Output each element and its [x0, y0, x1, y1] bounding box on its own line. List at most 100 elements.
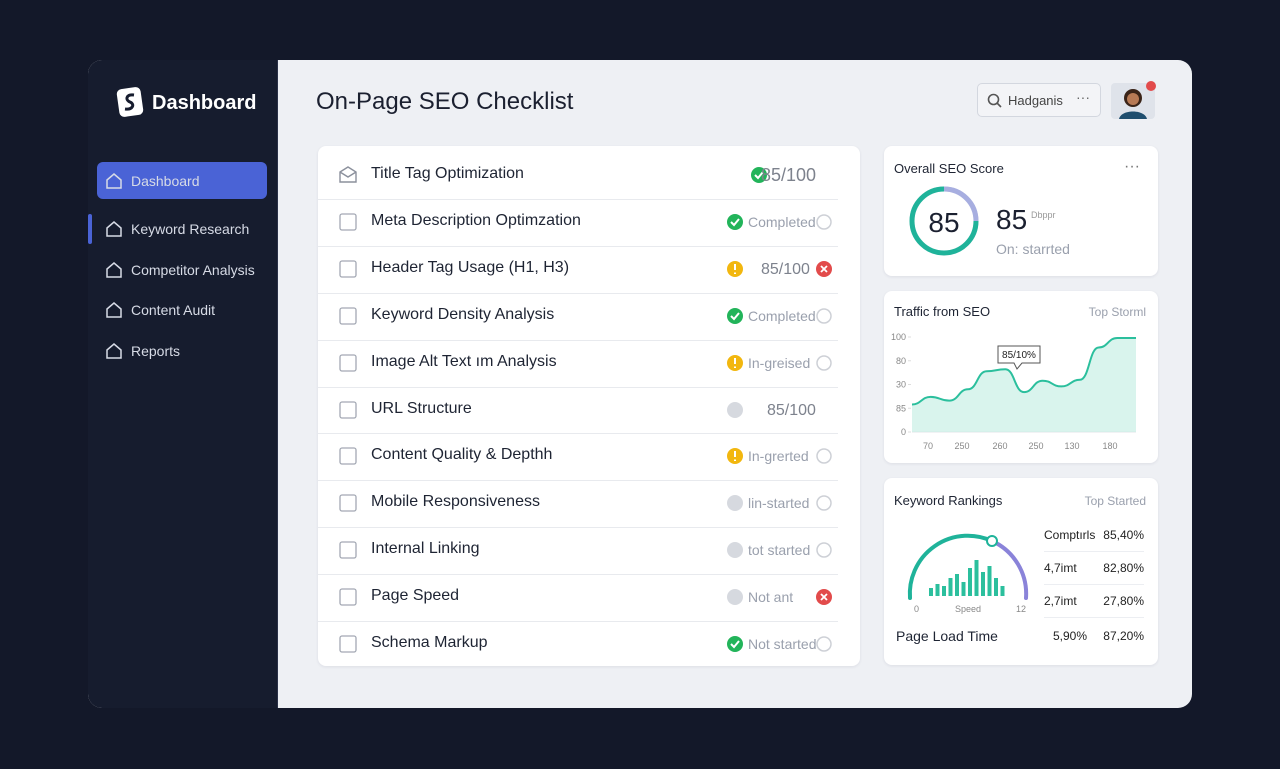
- status-dot: [727, 307, 743, 324]
- checkbox-box: [339, 588, 357, 606]
- row-checkbox[interactable]: [338, 446, 358, 466]
- row-checkbox[interactable]: [338, 400, 358, 420]
- gauge-bar: [987, 566, 992, 596]
- metric-value: 85,40%: [1103, 528, 1144, 542]
- metric-divider: [1044, 617, 1144, 618]
- card-note: Top Started: [1084, 494, 1146, 508]
- row-checkbox[interactable]: [338, 259, 358, 279]
- status-check: [730, 218, 740, 227]
- status-icon-done: [727, 636, 743, 652]
- row-divider: [318, 339, 838, 341]
- empty-dot: [816, 495, 832, 512]
- footer-value: 87,20%: [1103, 629, 1144, 643]
- status-dot: [727, 401, 743, 418]
- traffic-card: Traffic from SEO Top Storml 100 80 30 85 0 70…: [884, 291, 1158, 463]
- gauge-bar: [994, 578, 998, 596]
- nav-label: Dashboard: [131, 173, 200, 189]
- row-label: Header Tag Usage (H1, H3): [371, 258, 570, 276]
- gauge-bar: [961, 582, 966, 596]
- row-status: 85/100: [761, 260, 810, 278]
- row-status: Not ant: [748, 589, 794, 606]
- score-tag: Dbppr: [1031, 210, 1056, 220]
- x-tick-label: 180: [1102, 441, 1117, 451]
- status-icon-idle: [727, 495, 743, 512]
- gauge-bar: [929, 588, 933, 596]
- row-divider: [318, 292, 838, 294]
- nav-label: Competitor Analysis: [131, 262, 255, 278]
- status-dot: [751, 167, 767, 183]
- row-action-empty[interactable]: [815, 541, 833, 559]
- row-status: tot started: [748, 542, 811, 559]
- row-divider: [318, 245, 838, 247]
- row-checkbox[interactable]: [338, 540, 358, 560]
- avatar[interactable]: [1111, 81, 1159, 121]
- checkbox-box: [339, 635, 357, 653]
- row-action-empty[interactable]: [815, 447, 833, 465]
- row-checkbox[interactable]: [338, 634, 358, 654]
- nav-item[interactable]: Dashboard: [97, 162, 267, 199]
- status-dot: [727, 213, 743, 230]
- row-checkbox[interactable]: [338, 212, 358, 232]
- card-title: Traffic from SEO: [894, 304, 991, 319]
- row-action-empty[interactable]: [815, 307, 833, 325]
- row-action-empty[interactable]: [815, 635, 833, 653]
- brand: Dashboard: [152, 92, 257, 114]
- gauge-bar: [948, 578, 953, 596]
- row-divider: [318, 198, 838, 200]
- nav-item[interactable]: Competitor Analysis: [97, 251, 267, 288]
- row-checkbox[interactable]: [338, 353, 358, 373]
- row-action-empty[interactable]: [815, 213, 833, 231]
- row-divider: [318, 527, 838, 529]
- nav-icon: [106, 262, 122, 278]
- empty-dot: [816, 636, 832, 652]
- status-icon-warn: [727, 448, 743, 465]
- status-dot: [727, 495, 743, 512]
- x-tick-label: 260: [992, 441, 1007, 451]
- row-label: Title Tag Optimization: [371, 165, 524, 182]
- nav-item[interactable]: Content Audit: [97, 291, 267, 328]
- more-icon[interactable]: ···: [1076, 89, 1090, 105]
- traffic-area: [912, 337, 1136, 432]
- traffic-line: [911, 336, 1136, 406]
- row-status: 85/100: [761, 165, 817, 185]
- y-tick-label: 0: [901, 427, 906, 437]
- x-tick-label: 130: [1064, 441, 1079, 451]
- row-status: lin-started: [748, 495, 810, 512]
- nav-icon: [106, 173, 122, 189]
- card-menu[interactable]: ···: [1124, 158, 1140, 175]
- gauge-bar: [935, 584, 940, 596]
- row-divider: [318, 480, 838, 482]
- checkbox-box: [339, 213, 357, 231]
- nav-icon-shape: [106, 173, 122, 189]
- row-action-error[interactable]: [815, 260, 833, 278]
- row-status: In-greised: [748, 354, 811, 371]
- row-label: Image Alt Text ım Analysis: [371, 352, 557, 370]
- row-action-empty[interactable]: [815, 494, 833, 512]
- app-frame: Dashboard Dashboard Keyword Research Compe…: [88, 60, 1192, 708]
- row-status: 85/100: [767, 401, 816, 419]
- callout-text: 85/10%: [1002, 350, 1036, 361]
- nav-item[interactable]: Keyword Research: [97, 210, 267, 247]
- row-checkbox[interactable]: [338, 306, 358, 326]
- row-action-empty[interactable]: [815, 354, 833, 372]
- row-checkbox[interactable]: [338, 587, 358, 607]
- y-tick-label: 85: [896, 403, 906, 413]
- gauge-bar: [942, 586, 946, 596]
- row-label: Content Quality & Depthh: [371, 446, 553, 464]
- row-icon: [339, 166, 357, 183]
- search-box[interactable]: Hadganis ···: [977, 83, 1101, 117]
- status-icon-idle: [727, 401, 743, 418]
- row-action-error[interactable]: [815, 588, 833, 606]
- row-checkbox[interactable]: [338, 493, 358, 513]
- metric-divider: [1044, 584, 1144, 585]
- footer-value: 5,90%: [1053, 629, 1088, 643]
- nav-item[interactable]: Reports: [97, 332, 267, 369]
- empty-dot: [816, 214, 832, 230]
- traffic-chart: 100 80 30 85 0 70 250 260 250 130 180 85/10%: [891, 332, 1136, 451]
- checkbox-box: [339, 541, 357, 559]
- status-icon-done: [727, 213, 743, 230]
- x-tick-label: 250: [954, 441, 969, 451]
- row-checkbox[interactable]: [338, 165, 358, 185]
- nav-icon-shape: [106, 221, 122, 237]
- card-title: Overall SEO Score: [894, 161, 1004, 176]
